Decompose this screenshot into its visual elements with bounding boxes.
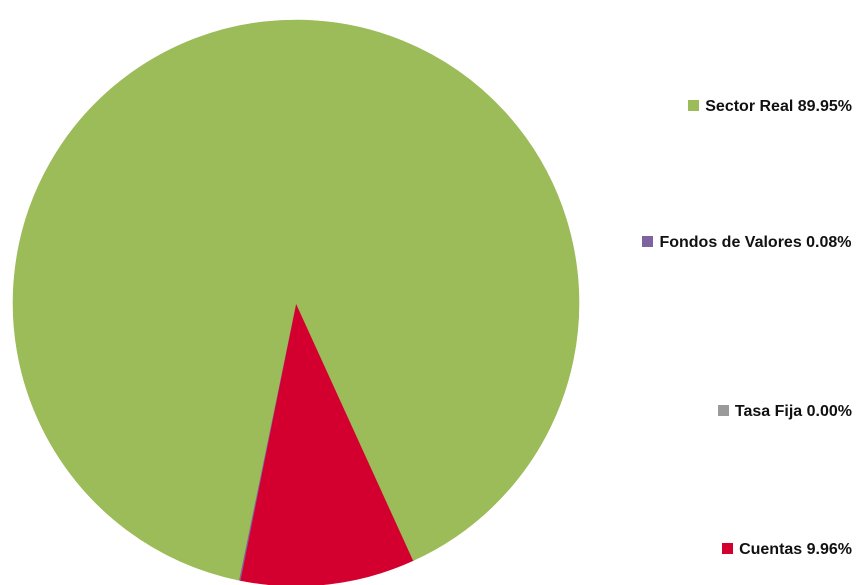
- legend-label-cuentas: Cuentas 9.96%: [739, 541, 852, 558]
- legend-item-cuentas: Cuentas 9.96%: [722, 539, 852, 561]
- legend-label-sector-real: Sector Real 89.95%: [705, 98, 852, 115]
- legend-label-fondos-de-valores: Fondos de Valores 0.08%: [659, 234, 852, 251]
- legend-item-fondos-de-valores: Fondos de Valores 0.08%: [642, 232, 852, 254]
- pie-slices: [12, 19, 580, 585]
- legend-item-tasa-fija: Tasa Fija 0.00%: [717, 401, 852, 423]
- legend-item-sector-real: Sector Real 89.95%: [688, 96, 852, 118]
- legend-swatch-fondos-de-valores: [642, 236, 654, 247]
- legend-swatch-tasa-fija: [717, 405, 729, 416]
- pie-slice-cuentas: [239, 302, 414, 585]
- legend-swatch-cuentas: [722, 543, 734, 554]
- pie-slice-sector-real: [12, 19, 580, 581]
- legend-label-tasa-fija: Tasa Fija 0.00%: [734, 403, 852, 420]
- legend-swatch-sector-real: [688, 100, 700, 111]
